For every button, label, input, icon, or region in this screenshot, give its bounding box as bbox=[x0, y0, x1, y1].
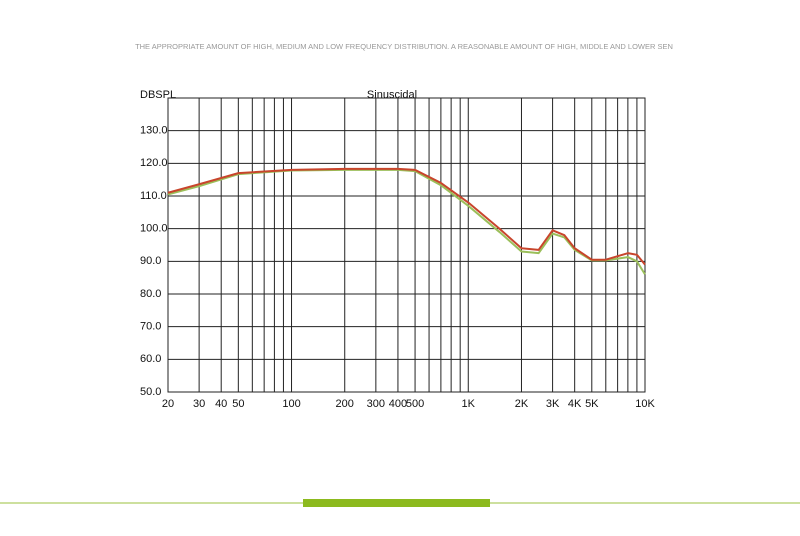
x-tick-label: 5K bbox=[585, 398, 599, 410]
y-tick-label: 120.0 bbox=[140, 157, 168, 169]
series-line bbox=[167, 167, 646, 266]
x-tick-label: 2K bbox=[515, 398, 529, 410]
chart-subtitle: Sinuscidal bbox=[367, 89, 417, 101]
x-tick-label: 300 bbox=[367, 398, 385, 410]
y-tick-label: 80.0 bbox=[140, 288, 161, 300]
chart-title: THE APPROPRIATE AMOUNT OF HIGH, MEDIUM A… bbox=[135, 42, 673, 51]
y-tick-label: 50.0 bbox=[140, 386, 161, 398]
y-tick-label: 100.0 bbox=[140, 223, 168, 235]
y-tick-label: 90.0 bbox=[140, 255, 161, 267]
y-tick-label: 110.0 bbox=[140, 190, 167, 202]
x-tick-label: 20 bbox=[162, 398, 174, 410]
x-tick-label: 10K bbox=[635, 398, 655, 410]
x-tick-label: 4K bbox=[568, 398, 582, 410]
x-tick-label: 200 bbox=[336, 398, 354, 410]
y-tick-label: 70.0 bbox=[140, 321, 161, 333]
x-tick-label: 400 bbox=[389, 398, 407, 410]
accent-bar bbox=[303, 499, 490, 507]
x-tick-label: 30 bbox=[193, 398, 205, 410]
x-tick-label: 3K bbox=[546, 398, 560, 410]
y-tick-label: 60.0 bbox=[140, 353, 161, 365]
x-tick-label: 40 bbox=[215, 398, 227, 410]
x-tick-label: 500 bbox=[406, 398, 424, 410]
x-tick-label: 50 bbox=[232, 398, 244, 410]
series-line bbox=[167, 168, 646, 275]
y-tick-label: 130.0 bbox=[140, 125, 168, 137]
y-axis-label: DBSPL bbox=[140, 89, 176, 101]
x-tick-label: 100 bbox=[282, 398, 300, 410]
x-tick-label: 1K bbox=[462, 398, 476, 410]
plot-frame bbox=[167, 97, 646, 393]
